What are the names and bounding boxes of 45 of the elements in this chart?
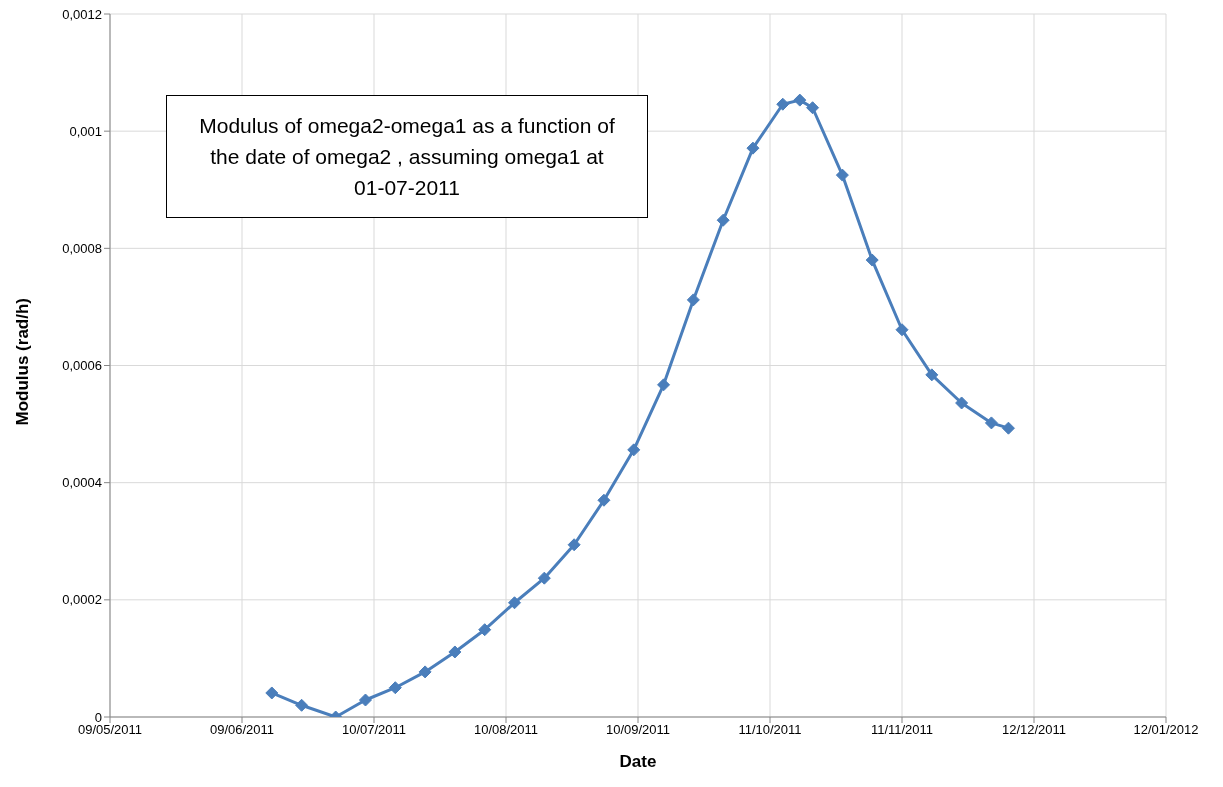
x-tick-label: 11/10/2011: [738, 722, 802, 738]
point: [686, 293, 700, 307]
point: [984, 416, 998, 430]
point: [358, 693, 372, 707]
y-tick-label: 0,0008: [62, 240, 102, 256]
x-tick-label: 10/07/2011: [341, 722, 407, 738]
point: [835, 168, 849, 182]
point: [657, 378, 671, 392]
point: [895, 323, 909, 337]
x-tick-label: 12/12/2011: [1001, 722, 1067, 738]
point: [418, 665, 432, 679]
point: [508, 596, 522, 610]
point: [865, 253, 879, 267]
point: [1001, 421, 1015, 435]
x-axis-title: Date: [619, 752, 657, 771]
point: [716, 213, 730, 227]
point: [567, 538, 581, 552]
point: [776, 97, 790, 111]
point: [746, 141, 760, 155]
x-tick-label: 09/05/2011: [77, 722, 143, 738]
point: [265, 686, 279, 700]
x-tick-label: 11/11/2011: [870, 722, 934, 738]
point: [388, 681, 402, 695]
y-tick-label: 0,001: [69, 123, 102, 139]
point: [295, 698, 309, 712]
x-tick-label: 10/08/2011: [473, 722, 539, 738]
x-tick-label: 09/06/2011: [209, 722, 275, 738]
y-axis-title: Modulus (rad/h): [13, 298, 33, 426]
x-tick-label: 10/09/2011: [605, 722, 671, 738]
point: [448, 645, 462, 659]
y-tick-label: 0,0006: [62, 358, 102, 374]
point: [793, 93, 807, 107]
y-tick-label: 0,0012: [62, 6, 102, 22]
x-tick-label: 12/01/2012: [1133, 722, 1199, 738]
point: [478, 623, 492, 637]
y-tick-label: 0,0004: [62, 475, 102, 491]
y-tick-label: 0: [94, 709, 102, 725]
point: [537, 571, 551, 585]
point: [955, 396, 969, 410]
point: [627, 443, 641, 457]
point: [925, 368, 939, 382]
point: [597, 493, 611, 507]
y-tick-label: 0,0002: [62, 592, 102, 608]
point: [806, 101, 820, 115]
annotation: Modulus of omega2-omega1 as a function of the date of omega2 , assuming omega1 at 01-07-2011: [166, 95, 648, 218]
